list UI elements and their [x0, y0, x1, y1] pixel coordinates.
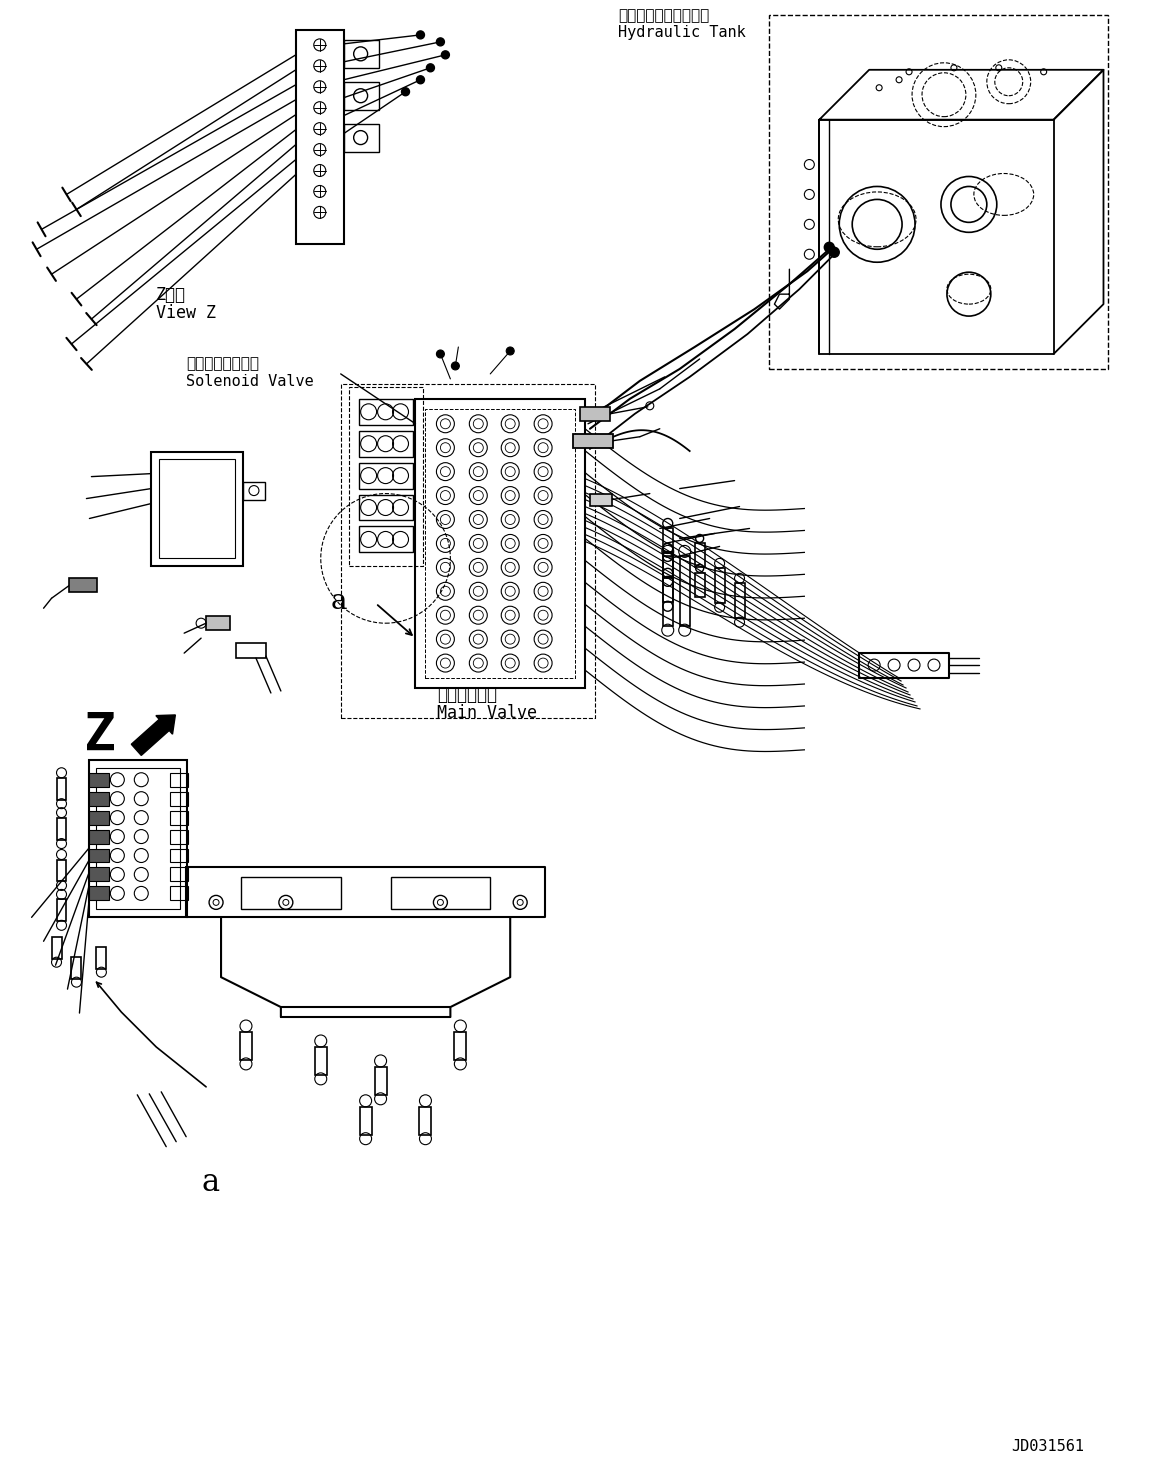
Circle shape — [825, 242, 834, 252]
Bar — [159, 459, 235, 558]
Text: Z: Z — [85, 710, 116, 762]
Bar — [426, 409, 575, 678]
Bar — [57, 778, 66, 800]
Circle shape — [416, 31, 424, 39]
Bar — [770, 15, 1108, 369]
Circle shape — [416, 76, 424, 83]
Bar — [90, 829, 109, 844]
Bar — [170, 810, 188, 825]
Text: a: a — [330, 589, 348, 615]
Bar — [679, 557, 690, 627]
Bar — [590, 494, 612, 506]
Circle shape — [442, 51, 449, 58]
Bar — [420, 1107, 431, 1135]
Bar — [315, 1048, 327, 1075]
Bar — [236, 643, 266, 659]
Bar — [57, 860, 66, 881]
Bar — [57, 899, 66, 921]
Bar — [295, 31, 344, 245]
Text: Z　視: Z 視 — [156, 286, 186, 305]
Text: ハイドロリックタンク: ハイドロリックタンク — [618, 7, 709, 23]
Bar — [90, 848, 109, 863]
Bar — [97, 947, 106, 969]
Bar — [90, 772, 109, 787]
Text: メインバルブ: メインバルブ — [437, 686, 498, 704]
Bar — [344, 39, 379, 68]
Bar — [90, 810, 109, 825]
Bar — [70, 578, 98, 593]
Circle shape — [829, 248, 840, 258]
Circle shape — [436, 38, 444, 45]
Bar — [580, 407, 609, 421]
Bar — [51, 937, 62, 959]
Text: JD031561: JD031561 — [1011, 1440, 1084, 1454]
Bar — [391, 877, 491, 909]
Bar — [240, 1032, 252, 1059]
Bar — [170, 886, 188, 900]
Bar — [359, 1107, 372, 1135]
Bar — [97, 768, 180, 909]
Bar — [358, 463, 414, 488]
Circle shape — [451, 361, 459, 370]
Bar — [358, 399, 414, 425]
Bar — [714, 568, 725, 603]
Text: Main Valve: Main Valve — [437, 704, 537, 723]
Bar — [90, 867, 109, 881]
Bar — [170, 867, 188, 881]
Bar — [663, 578, 672, 602]
Bar — [358, 431, 414, 456]
Bar — [344, 82, 379, 109]
Bar — [170, 791, 188, 806]
Circle shape — [401, 87, 409, 96]
Bar — [71, 957, 81, 979]
Bar — [206, 616, 230, 631]
Bar — [663, 557, 672, 627]
Bar — [344, 124, 379, 152]
Bar — [170, 829, 188, 844]
Bar — [455, 1032, 466, 1059]
Bar — [415, 399, 585, 688]
Circle shape — [427, 64, 435, 71]
Text: View Z: View Z — [156, 305, 216, 322]
Bar — [90, 791, 109, 806]
Bar — [341, 383, 595, 718]
Bar — [170, 848, 188, 863]
Bar — [663, 529, 672, 552]
Bar — [374, 1067, 386, 1094]
Circle shape — [506, 347, 514, 356]
Text: ソレノイドバルブ: ソレノイドバルブ — [186, 356, 259, 372]
Bar — [170, 772, 188, 787]
Bar — [151, 452, 243, 567]
Bar — [358, 526, 414, 552]
FancyArrow shape — [131, 715, 176, 755]
Text: Hydraulic Tank: Hydraulic Tank — [618, 25, 745, 39]
Bar — [241, 877, 341, 909]
Circle shape — [436, 350, 444, 358]
Bar — [57, 817, 66, 839]
Bar — [735, 583, 744, 618]
Text: a: a — [201, 1167, 220, 1198]
Bar — [573, 434, 613, 447]
Bar — [358, 494, 414, 520]
Bar — [243, 482, 265, 500]
Bar — [90, 759, 187, 918]
Text: Solenoid Valve: Solenoid Valve — [186, 374, 314, 389]
Bar — [90, 886, 109, 900]
Bar — [663, 554, 672, 577]
Bar — [694, 574, 705, 597]
Bar — [349, 388, 423, 567]
Bar — [694, 543, 705, 567]
